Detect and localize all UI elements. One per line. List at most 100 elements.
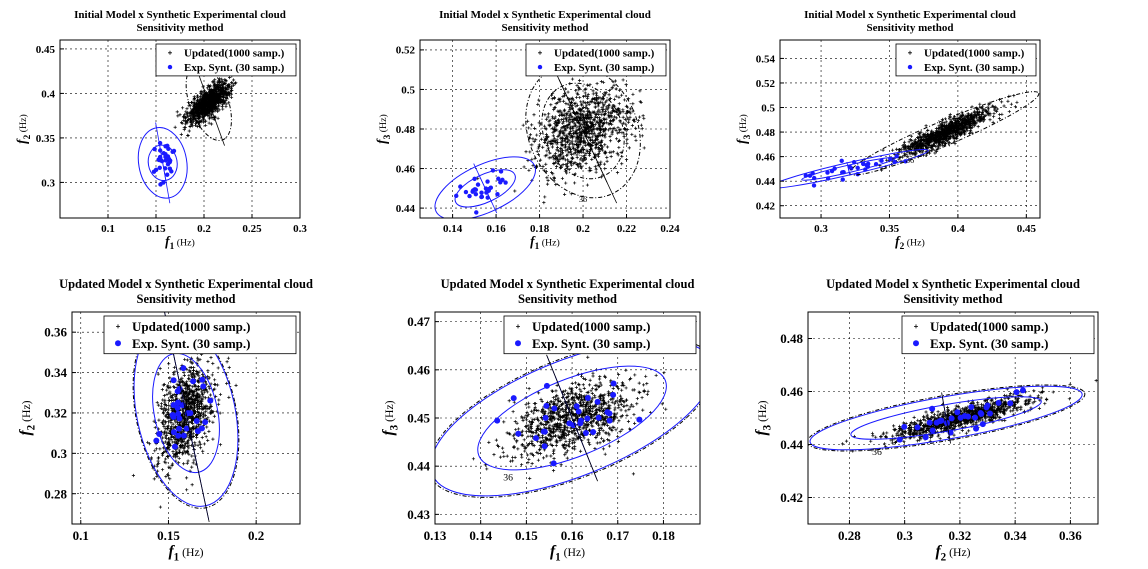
data-point (194, 106, 198, 110)
data-point (224, 104, 228, 109)
data-point (586, 95, 590, 99)
data-point (825, 170, 830, 175)
data-point (163, 435, 167, 439)
data-point (561, 154, 565, 158)
data-point (597, 423, 601, 427)
data-point (197, 374, 201, 378)
data-point (160, 388, 164, 392)
data-point (550, 115, 554, 119)
data-point (158, 447, 162, 451)
data-point (638, 89, 642, 93)
data-point (458, 184, 463, 189)
data-point (953, 130, 957, 134)
data-point (612, 126, 616, 130)
data-point (573, 431, 578, 435)
data-point (584, 87, 588, 91)
data-point (156, 372, 160, 376)
data-point (897, 148, 902, 152)
data-point (583, 121, 587, 125)
data-point (595, 120, 600, 124)
data-point (185, 404, 189, 408)
data-point (585, 183, 590, 187)
data-point (548, 151, 552, 155)
data-point (613, 115, 617, 119)
data-point (558, 416, 563, 420)
data-point (167, 444, 171, 448)
data-point (545, 182, 550, 186)
data-point (218, 392, 223, 397)
data-point (203, 431, 207, 435)
data-point (589, 407, 593, 411)
data-point (190, 483, 194, 487)
data-point (191, 431, 195, 435)
data-point (931, 147, 935, 151)
data-point (958, 115, 962, 120)
data-point (188, 125, 192, 129)
data-point (574, 101, 578, 105)
data-point (163, 419, 167, 424)
data-point (579, 103, 583, 107)
x-tick-label: 0.35 (880, 223, 900, 235)
data-point (551, 396, 555, 400)
data-point (543, 154, 547, 158)
data-point (563, 87, 568, 91)
data-point (171, 148, 177, 154)
data-point (536, 146, 540, 150)
data-point (612, 109, 616, 113)
data-point (585, 148, 589, 152)
data-point (934, 150, 939, 154)
data-point (201, 415, 205, 419)
data-point (561, 94, 565, 99)
data-point (193, 441, 197, 445)
chart-panel-5: 360.13 0.14 0.15 0.16 0.17 0.180.430.440.450.… (380, 277, 701, 563)
data-point (183, 113, 187, 117)
data-point (201, 392, 205, 396)
data-point (619, 408, 623, 412)
data-point (539, 409, 543, 413)
data-point (204, 388, 208, 392)
data-point (555, 393, 559, 398)
data-point (618, 128, 622, 132)
data-point (922, 133, 926, 137)
data-point (547, 112, 551, 116)
data-point (543, 439, 547, 443)
data-point (572, 436, 576, 441)
legend-label: Updated(1000 samp.) (554, 48, 655, 60)
data-point (535, 149, 539, 153)
data-point (611, 79, 615, 84)
data-point (605, 155, 609, 159)
data-point (907, 146, 911, 151)
data-point (183, 441, 188, 446)
data-point (562, 109, 566, 113)
data-point (550, 389, 554, 393)
data-point (919, 130, 923, 134)
data-point (542, 124, 547, 128)
data-point (165, 425, 169, 429)
data-point (206, 103, 210, 107)
data-point (168, 376, 172, 380)
data-point (594, 146, 598, 150)
data-point (584, 151, 588, 155)
data-point (578, 140, 583, 144)
data-point (976, 125, 980, 129)
data-point (190, 415, 194, 419)
data-point (553, 151, 558, 156)
data-point (975, 110, 979, 115)
data-point (567, 138, 571, 143)
data-point (931, 144, 935, 148)
data-point (976, 118, 980, 122)
data-point (1012, 94, 1016, 98)
x-axis-label: f1 (Hz) (530, 233, 560, 252)
data-point (181, 106, 185, 110)
data-point (207, 429, 211, 433)
data-point (225, 381, 229, 386)
data-point (195, 407, 200, 412)
data-point (175, 410, 182, 417)
legend-label: Exp. Synt. (30 samp.) (554, 62, 655, 74)
x-tick-label: 0.2 (197, 223, 211, 235)
x-tick-label: 0.4 (951, 223, 965, 235)
data-point (633, 373, 637, 377)
data-point (199, 404, 204, 408)
data-point (577, 85, 581, 89)
data-point (593, 115, 597, 119)
